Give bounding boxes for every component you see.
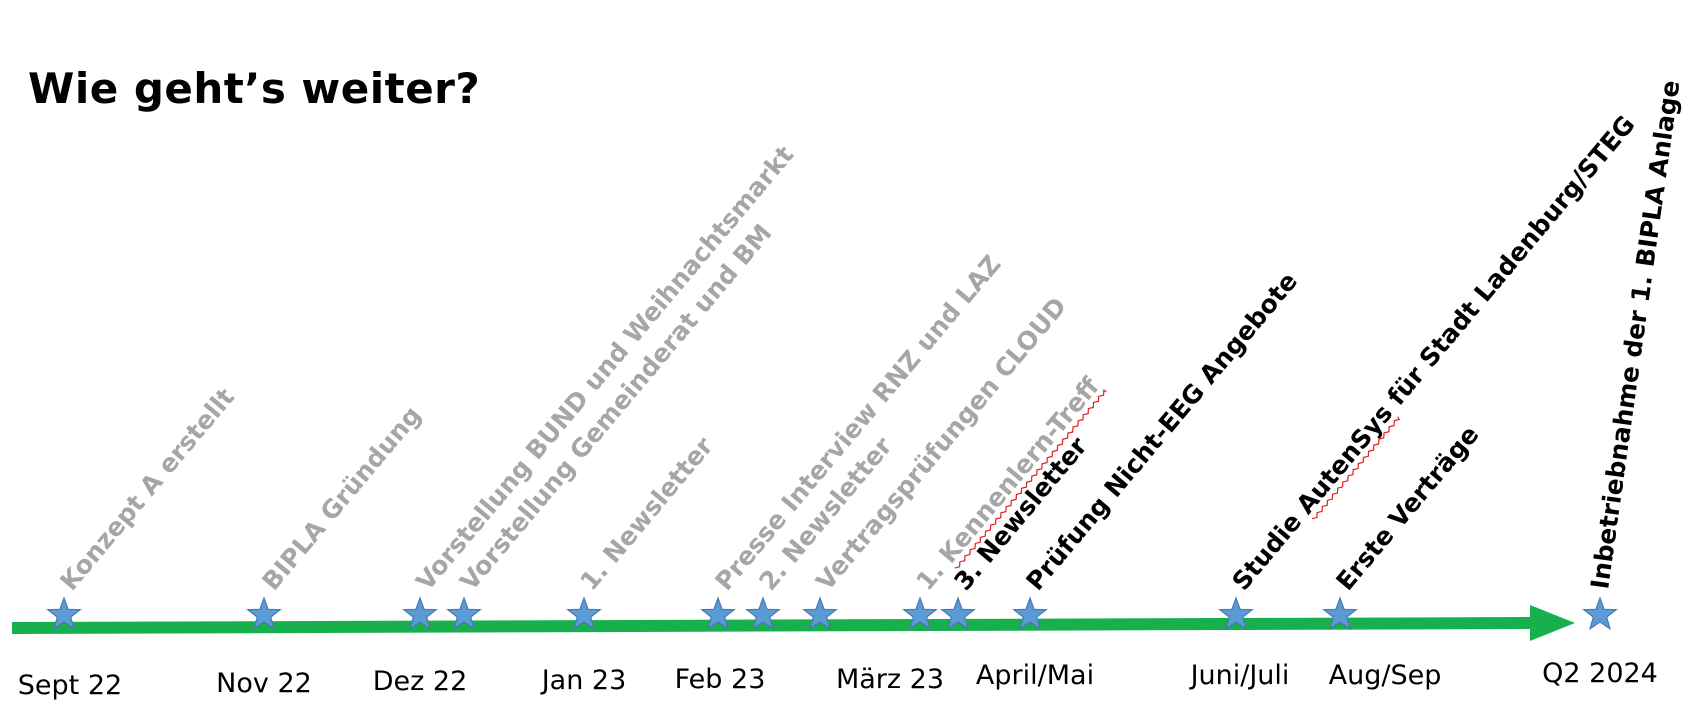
event-label-group: 1. Newsletter xyxy=(574,431,719,596)
event-star-marker xyxy=(1012,596,1048,631)
event-label: 1. Newsletter xyxy=(574,431,719,596)
event-star-marker xyxy=(802,596,838,631)
event-label: Konzept A erstellt xyxy=(54,382,240,595)
event-label-group: Vorstellung BUND und Weihnachtsmarkt xyxy=(410,140,799,596)
period-label: Q2 2024 xyxy=(1542,658,1658,689)
event-star-marker xyxy=(446,596,482,631)
event-star-marker xyxy=(745,596,781,631)
period-label: Jan 23 xyxy=(540,665,627,696)
event-star-marker xyxy=(1322,596,1358,631)
event-label-group: BIPLA Gründung xyxy=(256,401,426,596)
event-star-marker xyxy=(46,596,82,631)
spellcheck-underline xyxy=(1311,416,1401,520)
timeline-arrow-head xyxy=(1530,605,1575,641)
event-label: Vorstellung BUND und Weihnachtsmarkt xyxy=(410,140,799,596)
event-star-marker xyxy=(902,596,938,631)
period-label: Aug/Sep xyxy=(1329,660,1442,691)
event-label-group: Studie AutenSys für Stadt Ladenburg/STEG xyxy=(1226,110,1640,596)
event-label: 1. Kennenlern-Treff xyxy=(910,371,1105,596)
period-label: Sept 22 xyxy=(18,670,122,701)
event-star-marker xyxy=(402,596,438,631)
event-star-marker xyxy=(700,596,736,631)
period-label: Juni/Juli xyxy=(1189,660,1290,691)
timeline-arrow-shaft xyxy=(11,617,1536,634)
event-label: Studie AutenSys für Stadt Ladenburg/STEG xyxy=(1226,110,1640,596)
period-label: März 23 xyxy=(836,664,944,695)
slide-title: Wie geht’s weiter? xyxy=(28,64,481,113)
period-label: Nov 22 xyxy=(216,668,312,699)
event-star-marker xyxy=(566,596,602,631)
event-star-marker xyxy=(1582,596,1618,631)
period-label: Feb 23 xyxy=(675,664,766,695)
event-star-marker xyxy=(940,596,976,631)
spellcheck-underline xyxy=(954,389,1107,569)
period-label: April/Mai xyxy=(976,660,1094,691)
event-label-group: 1. Kennenlern-Treff xyxy=(910,371,1107,596)
event-label-group: Konzept A erstellt xyxy=(54,382,240,595)
period-label: Dez 22 xyxy=(373,666,468,697)
event-star-marker xyxy=(1218,596,1254,631)
event-star-marker xyxy=(246,596,282,631)
event-label: BIPLA Gründung xyxy=(256,401,426,596)
